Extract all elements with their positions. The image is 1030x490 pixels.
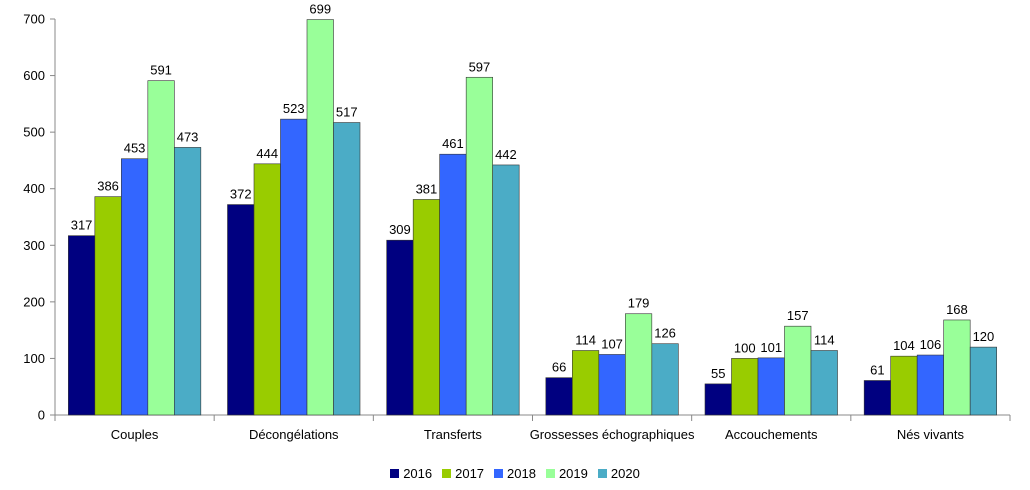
bar bbox=[625, 313, 653, 416]
data-label: 523 bbox=[283, 101, 305, 116]
bar bbox=[916, 354, 944, 416]
x-tick-label: Nés vivants bbox=[897, 427, 965, 442]
bar bbox=[412, 199, 440, 416]
bar bbox=[333, 122, 361, 416]
data-label: 55 bbox=[711, 366, 725, 381]
bar bbox=[784, 325, 812, 416]
legend-label: 2020 bbox=[610, 465, 640, 481]
bar bbox=[306, 19, 334, 416]
bar bbox=[492, 164, 520, 416]
bar bbox=[810, 350, 838, 416]
bar bbox=[227, 204, 255, 416]
legend-swatch bbox=[545, 468, 555, 478]
x-tick-label: Transferts bbox=[424, 427, 483, 442]
data-label: 101 bbox=[760, 340, 782, 355]
bar bbox=[943, 319, 971, 416]
y-tick-label: 500 bbox=[23, 125, 45, 140]
legend-item: 2017 bbox=[442, 466, 484, 481]
bar bbox=[174, 147, 202, 416]
data-label: 453 bbox=[124, 141, 146, 156]
x-tick-label: Couples bbox=[111, 427, 159, 442]
y-tick-label: 100 bbox=[23, 351, 45, 366]
data-label: 114 bbox=[814, 333, 835, 348]
data-label: 66 bbox=[552, 360, 566, 375]
bar bbox=[545, 377, 573, 416]
y-tick-label: 300 bbox=[23, 238, 45, 253]
data-label: 168 bbox=[946, 302, 968, 317]
bar bbox=[147, 80, 175, 416]
bar bbox=[253, 163, 281, 416]
bar bbox=[651, 343, 679, 416]
bar bbox=[465, 76, 493, 416]
bar bbox=[731, 358, 759, 416]
data-label: 442 bbox=[495, 147, 517, 162]
bar bbox=[68, 235, 96, 416]
data-label: 61 bbox=[870, 362, 884, 377]
legend-label: 2017 bbox=[455, 465, 485, 481]
legend-item: 2018 bbox=[494, 466, 536, 481]
data-label: 597 bbox=[469, 59, 491, 74]
legend-item: 2019 bbox=[545, 465, 588, 481]
data-label: 309 bbox=[389, 222, 411, 237]
bar bbox=[94, 196, 122, 416]
data-label: 120 bbox=[973, 329, 995, 344]
data-label: 381 bbox=[416, 181, 438, 196]
legend-label: 2016 bbox=[403, 465, 433, 481]
data-label: 591 bbox=[150, 63, 172, 78]
bar bbox=[572, 350, 600, 416]
y-tick-label: 700 bbox=[23, 12, 45, 27]
data-label: 386 bbox=[97, 179, 119, 194]
bar bbox=[386, 239, 414, 416]
bar bbox=[863, 380, 891, 416]
bar bbox=[121, 158, 149, 416]
data-label: 114 bbox=[575, 333, 596, 348]
data-label: 699 bbox=[309, 2, 331, 17]
data-label: 444 bbox=[256, 146, 278, 161]
chart-legend: 2016 2017 2018 2019 2020 bbox=[0, 463, 1030, 483]
legend-swatch bbox=[494, 468, 504, 478]
data-label: 461 bbox=[442, 136, 464, 151]
legend-swatch bbox=[390, 468, 400, 478]
data-label: 517 bbox=[336, 105, 358, 120]
legend-swatch bbox=[597, 468, 607, 478]
y-tick-label: 200 bbox=[23, 294, 45, 309]
x-tick-label: Grossesses échographiques bbox=[530, 427, 695, 442]
y-tick-label: 600 bbox=[23, 68, 45, 83]
bar bbox=[598, 354, 626, 416]
data-label: 157 bbox=[787, 308, 809, 323]
legend-item: 2020 bbox=[597, 465, 640, 481]
data-label: 106 bbox=[920, 337, 942, 352]
data-label: 179 bbox=[628, 296, 650, 311]
data-label: 104 bbox=[893, 338, 915, 353]
data-label: 100 bbox=[734, 340, 756, 355]
bar bbox=[704, 383, 732, 416]
bar bbox=[757, 357, 785, 416]
data-label: 372 bbox=[230, 187, 252, 202]
x-tick-label: Accouchements bbox=[725, 427, 818, 442]
data-label: 317 bbox=[71, 218, 93, 233]
data-label: 126 bbox=[654, 326, 676, 341]
data-label: 107 bbox=[601, 336, 623, 351]
legend-label: 2019 bbox=[558, 465, 588, 481]
bar bbox=[969, 346, 997, 416]
y-tick-label: 400 bbox=[23, 181, 45, 196]
legend-label: 2018 bbox=[507, 465, 536, 481]
bar bbox=[439, 153, 467, 416]
data-label: 473 bbox=[177, 129, 199, 144]
legend-item: 2016 bbox=[390, 466, 432, 481]
x-tick-label: Décongélations bbox=[249, 427, 339, 442]
legend-swatch bbox=[442, 468, 452, 478]
y-tick-label: 0 bbox=[38, 408, 45, 423]
bar bbox=[280, 118, 308, 416]
bar bbox=[890, 355, 918, 416]
